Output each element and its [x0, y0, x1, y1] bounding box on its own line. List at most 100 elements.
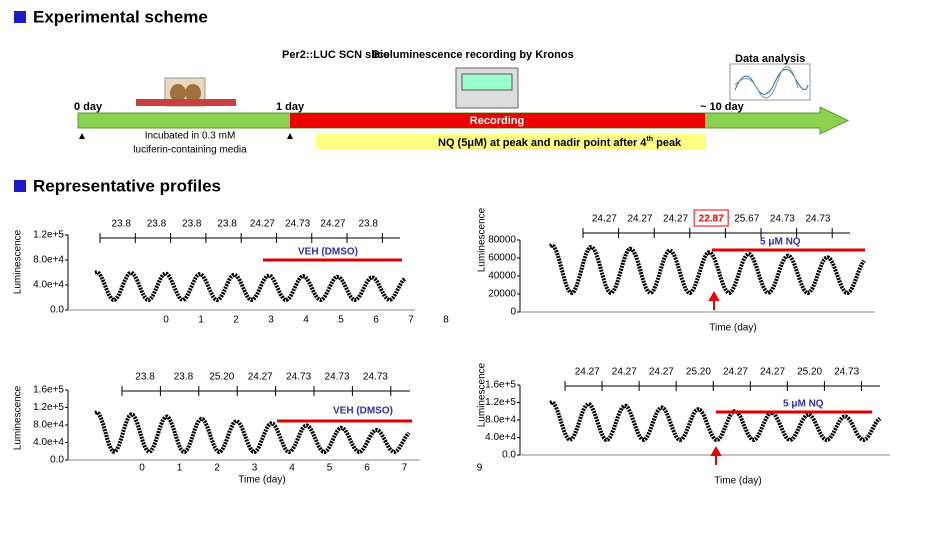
period-label: 24.73 [770, 214, 795, 225]
x-tick-label: 2 [214, 463, 220, 474]
waveform [94, 269, 407, 303]
period-label: 24.27 [760, 367, 785, 378]
period-label: 24.73 [285, 219, 310, 230]
waveform [549, 242, 866, 296]
period-label: 24.27 [723, 367, 748, 378]
x-tick-label: 6 [373, 315, 379, 326]
period-label: 24.27 [575, 367, 600, 378]
x-tick-label: 4 [303, 315, 309, 326]
x-axis-label: Time (day) [714, 476, 761, 487]
section-title: Representative profiles [33, 176, 221, 195]
period-label: 25.20 [209, 372, 234, 383]
period-label: 24.27 [320, 219, 345, 230]
period-label: 24.73 [325, 372, 350, 383]
x-tick-label: 0 [139, 463, 145, 474]
bullet [14, 180, 26, 192]
period-label: 24.73 [286, 372, 311, 383]
arrow [708, 290, 720, 310]
treatment-text: NQ (5μM) at peak and nadir point after 4 [438, 137, 647, 149]
x-tick-label: 9 [477, 463, 483, 474]
y-tick-label: 60000 [488, 253, 516, 264]
y-tick-label: 1.2e+5 [485, 397, 516, 408]
period-label: 23.8 [135, 372, 155, 383]
analysis-icon [729, 63, 811, 101]
y-tick-label: 1.6e+5 [33, 385, 64, 396]
x-tick-label: 2 [233, 315, 239, 326]
x-tick-label: 7 [408, 315, 414, 326]
period-label: 24.27 [663, 214, 688, 225]
waveform [94, 409, 411, 455]
y-tick-label: 1.6e+5 [485, 380, 516, 391]
y-tick-label: 0.0 [502, 450, 516, 461]
period-label: 23.8 [217, 219, 237, 230]
y-axis-label: Luminescence [477, 362, 488, 427]
treatment-label: VEH (DMSO) [298, 247, 358, 258]
label: Per2::LUC SCN slice [282, 49, 390, 61]
treatment-label: VEH (DMSO) [333, 406, 393, 417]
bar-label: Recording [470, 115, 524, 127]
x-tick-label: 0 [163, 315, 169, 326]
y-tick-label: 0.0 [50, 305, 64, 316]
period-label: 25.67 [734, 214, 759, 225]
treatment: NQ (5μM) at peak and nadir point after 4… [438, 136, 682, 149]
y-tick-label: 0 [510, 307, 516, 318]
day-label: ~ 10 day [700, 101, 745, 113]
x-tick-label: 5 [327, 463, 333, 474]
y-axis-label: Luminescence [13, 229, 24, 294]
treatment-label: 5 μM NQ [760, 237, 801, 248]
recording-bar [290, 113, 705, 128]
note: luciferin-containing media [133, 145, 247, 156]
superscript: th [646, 136, 653, 143]
label: Data analysis [735, 53, 805, 65]
treatment-box [316, 134, 706, 150]
y-axis-label: Luminescence [13, 385, 24, 450]
y-tick-label: 20000 [488, 289, 516, 300]
arrow [710, 445, 722, 465]
treatment-end: peak [653, 137, 682, 149]
waveform [549, 399, 882, 443]
label: Bioluminescence recording by Kronos [372, 49, 574, 61]
x-tick-label: 7 [402, 463, 408, 474]
x-tick-label: 1 [177, 463, 183, 474]
y-tick-label: 8.0e+4 [485, 415, 516, 426]
note: Incubated in 0.3 mM [145, 131, 236, 142]
x-tick-label: 3 [252, 463, 258, 474]
kronos-icon [455, 67, 519, 109]
x-tick-label: 3 [268, 315, 274, 326]
y-tick-label: 8.0e+4 [33, 255, 64, 266]
y-tick-label: 80000 [488, 235, 516, 246]
x-axis-label: Time (day) [238, 475, 285, 486]
period-label: 24.27 [649, 367, 674, 378]
period-label: 22.87 [699, 214, 724, 225]
period-label: 23.8 [174, 372, 194, 383]
treatment-label: 5 μM NQ [783, 399, 824, 410]
x-tick-label: 5 [338, 315, 344, 326]
period-label: 23.8 [182, 219, 202, 230]
y-tick-label: 0.0 [50, 455, 64, 466]
y-tick-label: 40000 [488, 271, 516, 282]
period-label: 23.8 [359, 219, 379, 230]
day-label: 1 day [276, 101, 305, 113]
y-tick-label: 4.0e+4 [33, 280, 64, 291]
x-tick-label: 6 [364, 463, 370, 474]
x-tick-label: 4 [289, 463, 295, 474]
y-tick-label: 8.0e+4 [33, 420, 64, 431]
period-label: 24.73 [805, 214, 830, 225]
x-axis-label: Time (day) [709, 323, 756, 334]
x-tick-label: 1 [198, 315, 204, 326]
period-label: 24.73 [834, 367, 859, 378]
period-label: 25.20 [797, 367, 822, 378]
period-label: 24.27 [250, 219, 275, 230]
y-tick-label: 1.2e+5 [33, 230, 64, 241]
period-label: 23.8 [111, 219, 131, 230]
period-label: 24.27 [248, 372, 273, 383]
x-tick-label: 8 [443, 315, 449, 326]
period-label: 24.27 [612, 367, 637, 378]
y-tick-label: 1.2e+5 [33, 402, 64, 413]
bullet [14, 11, 26, 23]
y-axis-label: Luminescence [477, 207, 488, 272]
period-label: 23.8 [147, 219, 167, 230]
period-label: 25.20 [686, 367, 711, 378]
highlight-box [693, 209, 729, 227]
